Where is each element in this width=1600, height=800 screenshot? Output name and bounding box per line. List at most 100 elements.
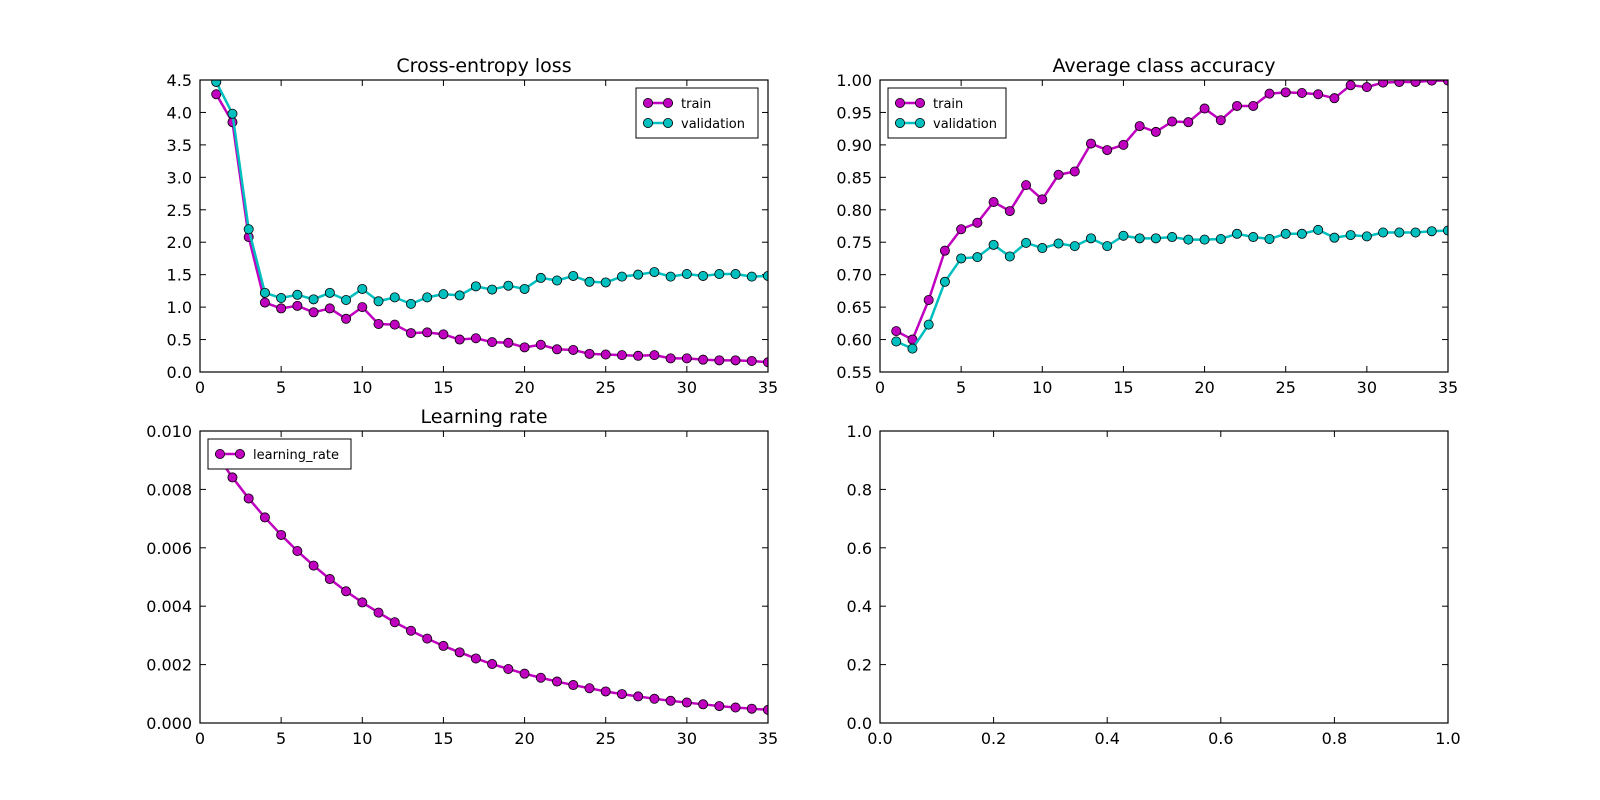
data-point [1232,100,1243,111]
data-point [665,695,676,706]
legend-box [887,87,1007,139]
data-point [891,336,902,347]
data-point [470,653,481,664]
data-point [1313,224,1324,235]
y-tick-label: 0.000 [146,714,192,733]
data-point [1150,233,1161,244]
legend-marker [915,118,926,129]
data-point [1410,80,1421,87]
y-tick-label: 4.0 [167,103,192,122]
data-point [568,680,579,691]
data-point [616,689,627,700]
x-tick-label: 0.8 [1322,729,1347,748]
plot-area [211,449,768,715]
y-tick-label: 0.5 [167,331,192,350]
legend-marker [234,448,245,459]
data-point [681,697,692,708]
legend-label: validation [933,117,997,132]
axes-frame [199,79,769,373]
data-point [1296,228,1307,239]
data-point [1248,100,1259,111]
y-tick-label: 3.5 [167,136,192,155]
legend-marker [663,98,674,109]
data-point [1361,231,1372,242]
x-tick-label: 10 [1032,378,1052,397]
y-tick-label: 0.85 [836,168,872,187]
data-point [730,702,741,713]
data-point [698,354,709,365]
data-point [1150,126,1161,137]
legend-marker [915,98,926,109]
data-point [1426,226,1437,237]
x-tick-label: 0.6 [1208,729,1233,748]
data-point [907,343,918,354]
data-point [616,271,627,282]
data-point [988,196,999,207]
y-tick-label: 0.8 [847,480,872,499]
data-point [487,659,498,670]
data-point [1296,87,1307,98]
data-point [923,294,934,305]
x-tick-label: 15 [433,378,453,397]
x-tick-label: 25 [1276,378,1296,397]
data-point [259,297,270,308]
plot-area [891,80,1448,354]
data-point [1053,169,1064,180]
data-point [422,292,433,303]
data-point [600,686,611,697]
y-tick-label: 1.0 [167,298,192,317]
y-tick-label: 0.90 [836,136,872,155]
plot-area [211,80,768,368]
y-tick-label: 0.60 [836,331,872,350]
data-point [535,672,546,683]
data-point [568,270,579,281]
data-point [276,293,287,304]
data-point [1264,88,1275,99]
y-tick-label: 0.70 [836,266,872,285]
data-point [324,303,335,314]
data-point [227,108,238,119]
data-point [438,329,449,340]
data-point [1394,80,1405,87]
x-tick-label: 10 [352,729,372,748]
data-point [422,327,433,338]
data-point [1004,206,1015,217]
data-point [746,703,757,714]
data-point [470,333,481,344]
data-point [552,344,563,355]
data-point [1280,228,1291,239]
data-point [1215,115,1226,126]
x-tick-label: 0.4 [1094,729,1119,748]
subplot-1: 0 5 10 15 20 25 30 35 0.0 0.5 1.0 1.5 2.0 2.5 3.0 3.5 4.… [167,55,779,397]
data-point [1118,230,1129,241]
data-point [665,271,676,282]
data-point [389,617,400,628]
legend-label: learning_rate [253,448,339,463]
data-point [1167,232,1178,243]
data-point [584,348,595,359]
x-tick-label: 0 [875,378,885,397]
data-point [276,529,287,540]
data-point [584,683,595,694]
y-tick-label: 2.5 [167,201,192,220]
data-point [1345,80,1356,91]
data-point [373,296,384,307]
data-point [1085,138,1096,149]
y-tick-label: 0.65 [836,298,872,317]
subplot-title: Learning rate [420,406,547,428]
data-point [730,269,741,280]
data-point [519,283,530,294]
data-point [1085,233,1096,244]
data-point [1069,166,1080,177]
series-learning_rate [211,449,768,715]
data-point [503,663,514,674]
series-train [891,80,1448,345]
y-tick-label: 2.0 [167,233,192,252]
data-point [454,647,465,658]
x-tick-label: 35 [758,729,778,748]
data-point [324,287,335,298]
data-point [341,586,352,597]
y-tick-label: 0.75 [836,233,872,252]
data-point [259,512,270,523]
data-point [939,245,950,256]
